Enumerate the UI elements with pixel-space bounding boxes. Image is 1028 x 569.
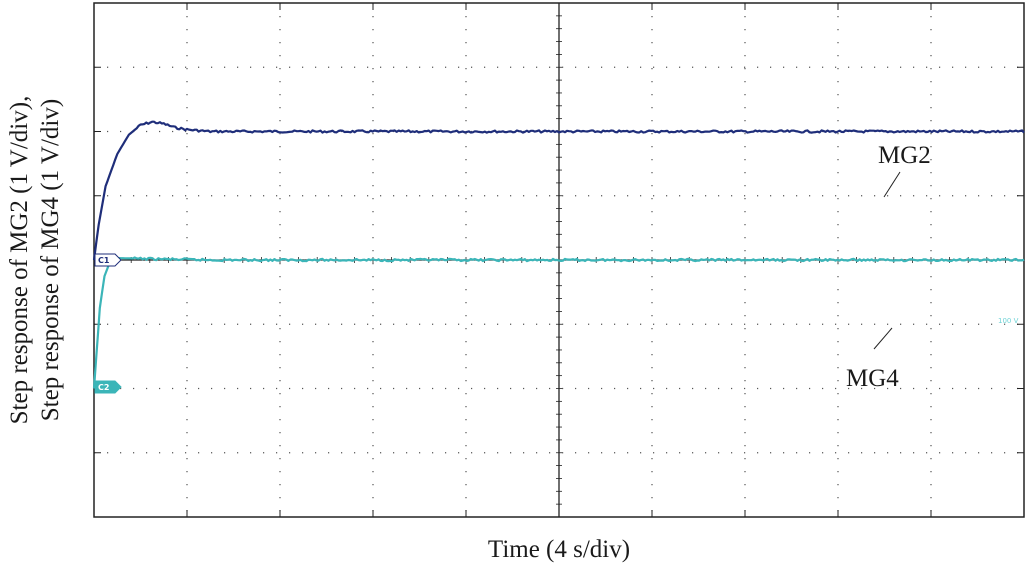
- y-axis-label-line-1: Step response of MG2 (1 V/div),: [6, 96, 33, 425]
- mg4-readout: 100 V: [998, 317, 1019, 325]
- trace-mg2: [92, 120, 1025, 261]
- channel-1-marker: C1: [94, 253, 122, 267]
- mg2-leader: [883, 171, 901, 198]
- mg4-annotation: MG4: [846, 365, 899, 392]
- y-axis-label-line-2: Step response of MG4 (1 V/div): [37, 99, 64, 421]
- c1-marker-shape: [94, 253, 122, 267]
- c1-marker-label: C1: [98, 256, 110, 265]
- channel-2-marker: C2: [94, 380, 122, 394]
- mg4-leader: [873, 327, 893, 350]
- c2-marker-shape: [94, 380, 122, 394]
- traces: [92, 120, 1025, 389]
- mg2-annotation: MG2: [878, 142, 931, 169]
- trace-mg4: [92, 256, 1025, 389]
- x-axis-label: Time (4 s/div): [488, 536, 630, 563]
- c2-marker-label: C2: [98, 383, 109, 392]
